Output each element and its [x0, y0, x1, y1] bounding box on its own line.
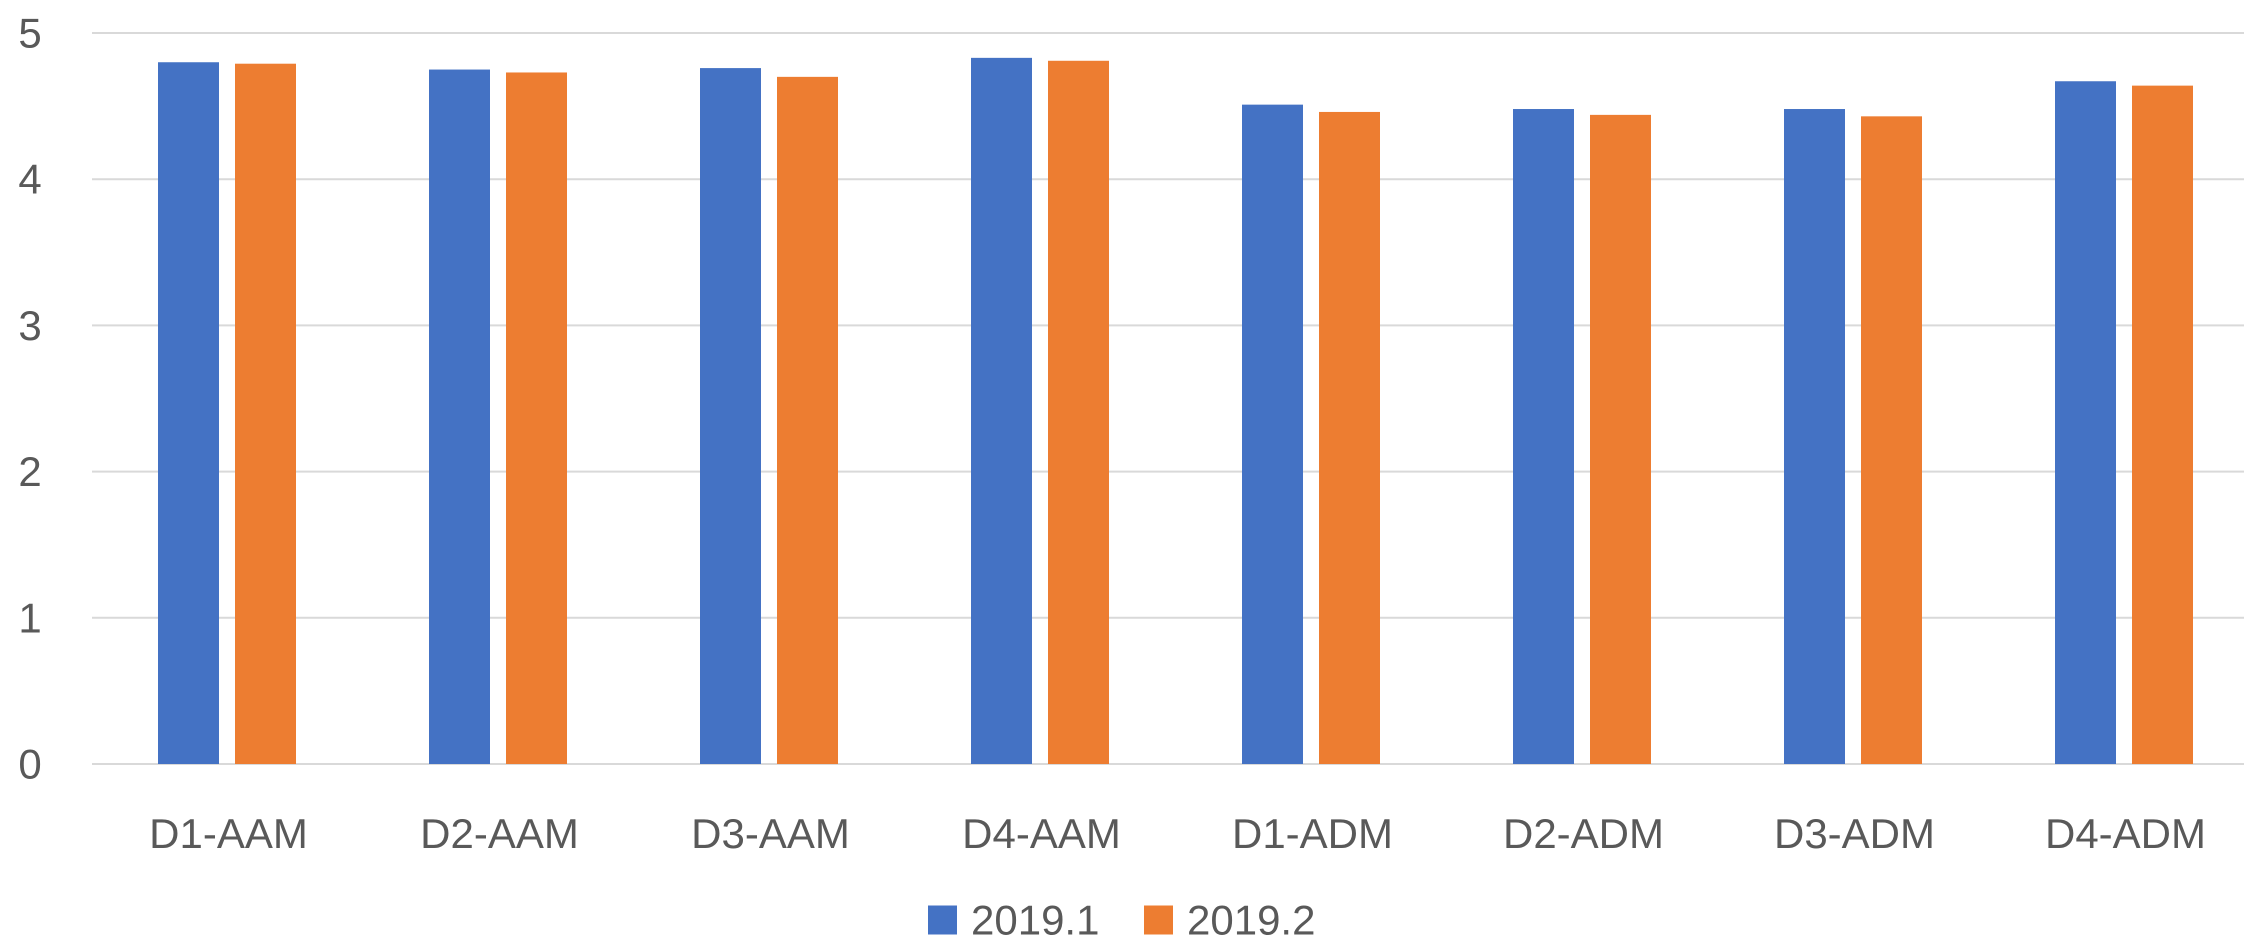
x-axis-tick-labels: D1-AAM D2-AAM D3-AAM D4-AAM D1-ADM D2-ADM D3-A… — [149, 810, 2206, 857]
legend-swatch — [1144, 906, 1173, 935]
x-tick-label: D1-ADM — [1232, 810, 1393, 857]
bar-d2-aam-2019-2 — [506, 72, 567, 764]
bar-d2-adm-2019-2 — [1590, 115, 1651, 764]
bar-d1-adm-2019-2 — [1319, 112, 1380, 764]
bar-d2-aam-2019-1 — [429, 70, 490, 764]
bars — [158, 58, 2193, 764]
bar-d1-aam-2019-2 — [235, 64, 296, 764]
bar-d3-aam-2019-1 — [700, 68, 761, 764]
bar-d4-aam-2019-1 — [971, 58, 1032, 764]
y-tick-label: 4 — [18, 156, 41, 203]
y-axis-tick-labels: 0 1 2 3 4 5 — [18, 10, 41, 788]
bar-d1-adm-2019-1 — [1242, 105, 1303, 764]
x-tick-label: D1-AAM — [149, 810, 308, 857]
x-tick-label: D4-ADM — [2045, 810, 2206, 857]
legend-label: 2019.1 — [971, 897, 1099, 942]
bar-d4-adm-2019-1 — [2055, 81, 2116, 764]
bar-d4-adm-2019-2 — [2132, 86, 2193, 764]
y-tick-label: 5 — [18, 10, 41, 57]
x-tick-label: D4-AAM — [962, 810, 1121, 857]
bar-d1-aam-2019-1 — [158, 62, 219, 764]
bar-d3-aam-2019-2 — [777, 77, 838, 764]
y-tick-label: 2 — [18, 448, 41, 495]
bar-d2-adm-2019-1 — [1513, 109, 1574, 764]
y-tick-label: 3 — [18, 302, 41, 349]
bar-d3-adm-2019-1 — [1784, 109, 1845, 764]
x-tick-label: D2-ADM — [1503, 810, 1664, 857]
bar-d3-adm-2019-2 — [1861, 116, 1922, 764]
x-tick-label: D3-ADM — [1774, 810, 1935, 857]
legend-label: 2019.2 — [1187, 897, 1315, 942]
x-tick-label: D3-AAM — [691, 810, 850, 857]
y-tick-label: 1 — [18, 594, 41, 641]
legend: 2019.1 2019.2 — [928, 897, 1315, 942]
legend-swatch — [928, 906, 957, 935]
x-tick-label: D2-AAM — [420, 810, 579, 857]
bar-d4-aam-2019-2 — [1048, 61, 1109, 764]
y-tick-label: 0 — [18, 741, 41, 788]
